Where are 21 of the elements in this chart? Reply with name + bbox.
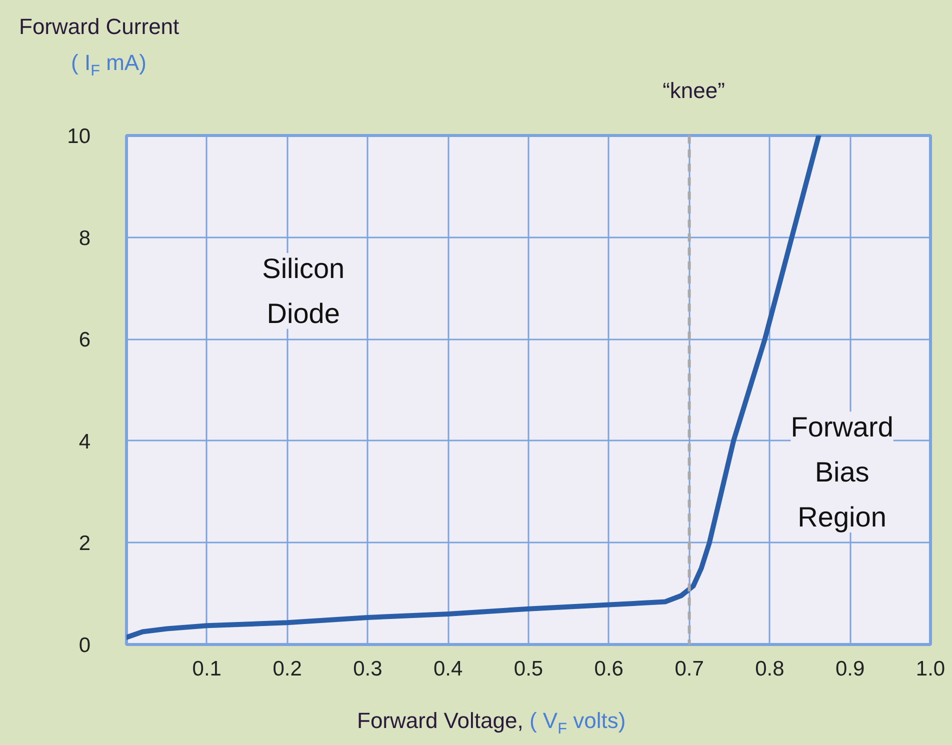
x-tick-label: 0.3 xyxy=(353,658,382,680)
x-tick-label: 0.1 xyxy=(192,658,222,680)
x-tick-label: 0.4 xyxy=(434,658,464,680)
y-tick-label: 0 xyxy=(78,634,91,657)
y-tick-label: 6 xyxy=(78,328,91,352)
x-tick-label: 0.6 xyxy=(594,658,624,680)
annotation: Forward Bias Region xyxy=(790,412,894,533)
y-axis-title: Forward Current ( I$_{F}$ mA) xyxy=(19,13,180,80)
x-tick-label: 0.5 xyxy=(514,658,544,680)
y-tick-label: 8 xyxy=(78,226,91,250)
x-tick-label: 0.2 xyxy=(272,658,302,680)
x-tick-label: 0.8 xyxy=(755,658,784,680)
ref-line-label: “knee” xyxy=(662,77,726,105)
x-tick-label: 1.0 xyxy=(916,658,946,680)
annotation: Silicon Diode xyxy=(262,252,345,329)
x-axis-title: Forward Voltage, ( V$_{F}$ volts) xyxy=(357,707,626,740)
x-tick-label: 0.9 xyxy=(836,658,865,680)
y-tick-label: 2 xyxy=(78,532,91,556)
x-tick-label: 0.7 xyxy=(674,658,704,680)
y-tick-label: 4 xyxy=(78,430,91,454)
y-tick-label: 10 xyxy=(67,125,90,148)
